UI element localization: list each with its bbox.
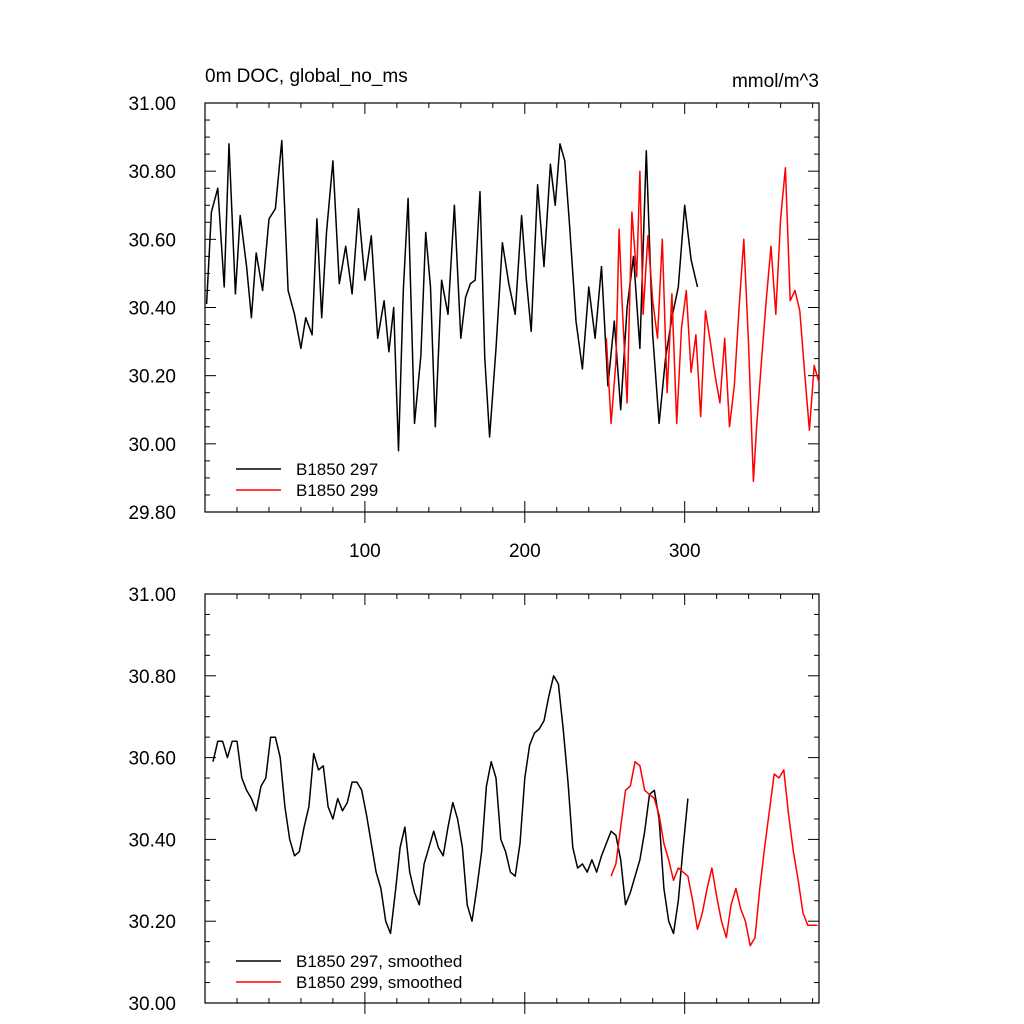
- top-panel: 0m DOC, global_no_ms mmol/m^3 29.80 30.00…: [128, 66, 820, 562]
- top-y-tick-label: 31.00: [128, 94, 176, 115]
- top-y-tick-label: 30.60: [128, 230, 176, 251]
- bottom-y-tick-labels: 30.00 30.20 30.40 30.60 30.80 31.00: [128, 585, 176, 1015]
- top-x-tick-labels: 100 200 300: [349, 541, 700, 562]
- bottom-y-tick-label: 30.60: [128, 749, 176, 770]
- bottom-plot-frame: [204, 593, 820, 1004]
- bottom-y-tick-label: 30.80: [128, 667, 176, 688]
- bottom-panel: 30.00 30.20 30.40 30.60 30.80 31.00 B1850 297…: [128, 585, 820, 1015]
- bottom-series-line-297: [212, 675, 689, 935]
- top-y-tick-label: 30.40: [128, 299, 176, 320]
- top-x-tick-label: 100: [349, 541, 381, 562]
- top-legend: B1850 297 B1850 299: [236, 460, 378, 500]
- top-y-tick-label: 30.20: [128, 367, 176, 388]
- bottom-legend: B1850 297, smoothed B1850 299, smoothed: [236, 952, 462, 992]
- top-y-tick-label: 30.00: [128, 435, 176, 456]
- bottom-y-tick-label: 30.00: [128, 994, 176, 1015]
- top-series-lines: [205, 139, 820, 483]
- bottom-legend-label-297: B1850 297, smoothed: [296, 952, 462, 971]
- bottom-y-tick-label: 30.20: [128, 912, 176, 933]
- top-y-tick-labels: 29.80 30.00 30.20 30.40 30.60 30.80 31.00: [128, 94, 176, 524]
- top-x-tick-label: 200: [509, 541, 541, 562]
- bottom-y-tick-label: 30.40: [128, 830, 176, 851]
- top-legend-label-299: B1850 299: [296, 481, 378, 500]
- bottom-tick-marks: [205, 593, 819, 1014]
- top-plot-frame: [204, 102, 820, 513]
- top-series-line-299: [605, 167, 820, 483]
- top-series-line-297: [205, 139, 699, 452]
- top-chart-units: mmol/m^3: [732, 71, 819, 92]
- top-tick-marks: [205, 102, 819, 523]
- top-legend-label-297: B1850 297: [296, 460, 378, 479]
- bottom-series-lines: [212, 675, 818, 947]
- top-y-tick-label: 30.80: [128, 162, 176, 183]
- bottom-legend-label-299: B1850 299, smoothed: [296, 973, 462, 992]
- top-chart-title: 0m DOC, global_no_ms: [205, 66, 408, 87]
- bottom-y-tick-label: 31.00: [128, 585, 176, 606]
- top-x-tick-label: 300: [669, 541, 701, 562]
- top-y-tick-label: 29.80: [128, 503, 176, 524]
- bottom-series-line-299: [610, 760, 818, 947]
